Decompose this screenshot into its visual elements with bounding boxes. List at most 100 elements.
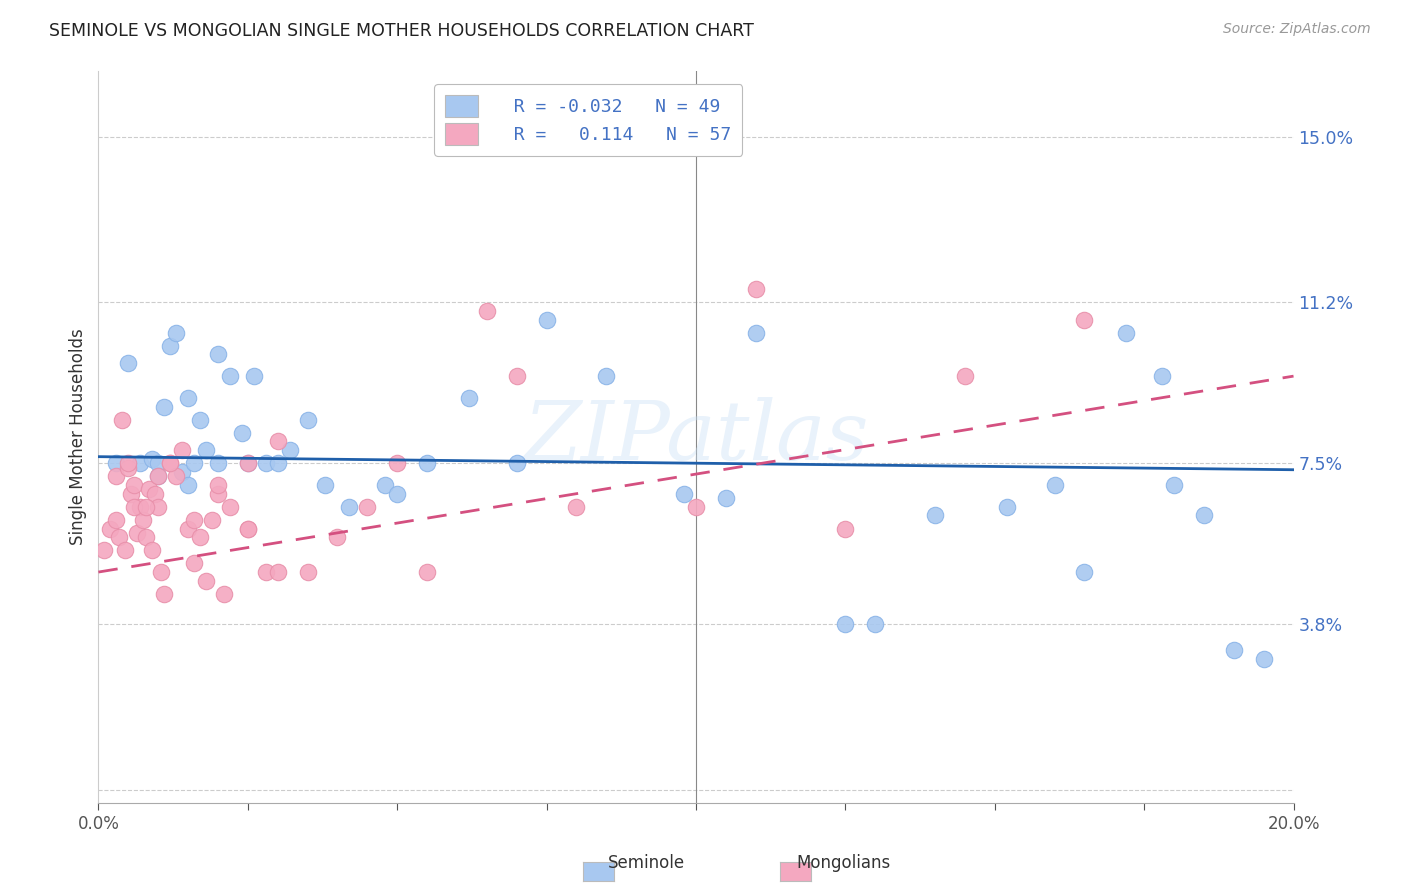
Point [207,456,229,470]
Point [159,456,181,470]
Point [159,339,181,353]
Point [506,369,529,384]
Point [132,513,155,527]
Point [1073,565,1095,579]
Point [326,530,349,544]
Point [201,513,224,527]
Point [865,617,887,632]
Point [183,513,205,527]
Point [297,412,319,426]
Point [714,491,737,505]
Point [219,500,242,514]
Point [254,456,277,470]
Point [745,326,768,340]
Point [188,412,211,426]
Point [207,478,229,492]
Point [236,456,259,470]
Legend:   R = -0.032   N = 49,   R =   0.114   N = 57: R = -0.032 N = 49, R = 0.114 N = 57 [434,84,742,156]
Text: Mongolians: Mongolians [796,855,891,872]
Point [416,565,439,579]
Point [236,521,259,535]
Point [385,486,409,500]
Point [297,565,319,579]
Point [416,456,439,470]
Point [236,456,259,470]
Point [177,478,200,492]
Point [159,456,181,470]
Point [1192,508,1215,523]
Point [195,443,218,458]
Point [98,521,122,535]
Point [111,412,134,426]
Y-axis label: Single Mother Households: Single Mother Households [69,329,87,545]
Point [506,456,529,470]
Point [219,369,242,384]
Point [1253,652,1275,666]
Point [117,456,139,470]
Point [120,486,142,500]
Point [108,530,131,544]
Point [105,469,128,483]
Point [212,587,235,601]
Point [153,587,176,601]
Point [685,500,707,514]
Point [565,500,588,514]
Point [129,456,152,470]
Point [595,369,617,384]
Text: Seminole: Seminole [609,855,685,872]
Point [150,565,173,579]
Point [135,500,157,514]
Point [834,521,856,535]
Point [195,574,218,588]
Point [148,469,170,483]
Point [148,456,170,470]
Point [536,312,558,326]
Point [236,521,259,535]
Point [117,460,139,475]
Point [254,565,277,579]
Point [339,500,361,514]
Point [114,543,136,558]
Point [127,525,149,540]
Point [385,456,409,470]
Point [143,486,166,500]
Point [148,469,170,483]
Point [278,443,301,458]
Point [458,391,481,405]
Point [1223,643,1246,657]
Point [356,500,378,514]
Text: Source: ZipAtlas.com: Source: ZipAtlas.com [1223,22,1371,37]
Text: ZIPatlas: ZIPatlas [523,397,869,477]
Point [1152,369,1174,384]
Point [231,425,253,440]
Point [267,434,290,449]
Point [141,543,163,558]
Point [93,543,115,558]
Point [673,486,696,500]
Point [745,282,768,296]
Point [183,456,205,470]
Point [267,456,290,470]
Point [315,478,337,492]
Point [267,565,290,579]
Point [165,326,187,340]
Point [138,483,160,497]
Point [995,500,1018,514]
Point [141,451,163,466]
Point [148,500,170,514]
Point [129,500,152,514]
Point [953,369,976,384]
Point [153,400,176,414]
Point [177,391,200,405]
Point [172,465,194,479]
Point [243,369,266,384]
Point [1115,326,1137,340]
Text: SEMINOLE VS MONGOLIAN SINGLE MOTHER HOUSEHOLDS CORRELATION CHART: SEMINOLE VS MONGOLIAN SINGLE MOTHER HOUS… [49,22,754,40]
Point [124,500,146,514]
Point [188,530,211,544]
Point [165,469,187,483]
Point [117,356,139,370]
Point [475,303,498,318]
Point [207,347,229,361]
Point [135,530,157,544]
